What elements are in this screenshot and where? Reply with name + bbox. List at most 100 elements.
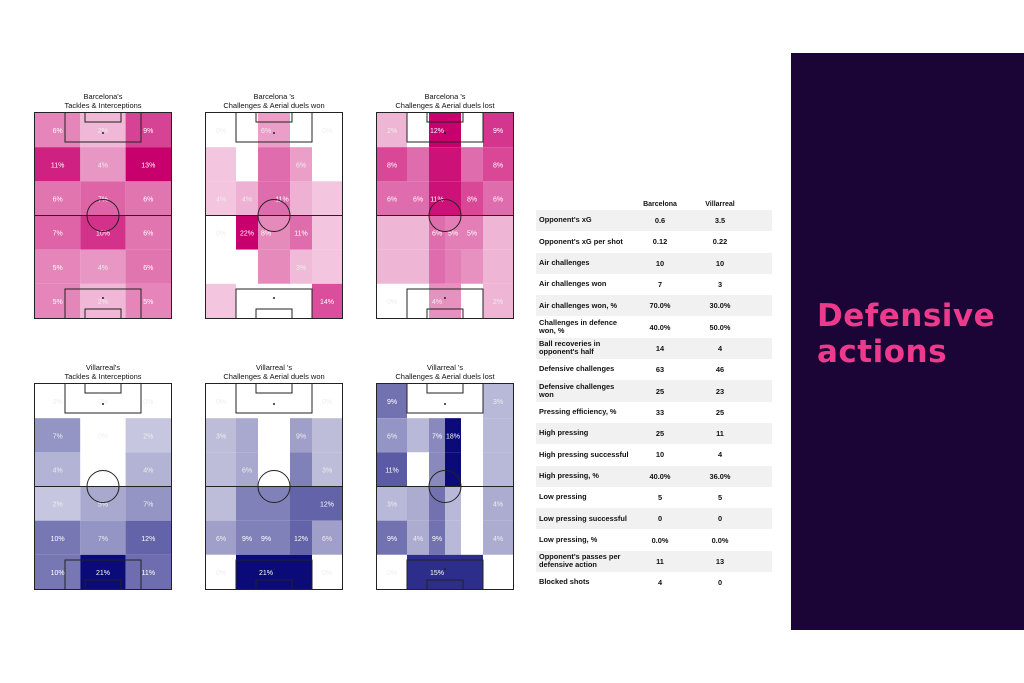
heat-cell-label: 6% xyxy=(387,196,397,203)
stat-label: High pressing, % xyxy=(539,470,599,480)
penalty-spot xyxy=(444,297,446,299)
stat-value-team2: 10 xyxy=(715,258,725,268)
heat-cell xyxy=(461,215,483,250)
heat-cell xyxy=(445,181,461,216)
heatmap-pitch: 6% 2% 9% 11% 4% 13% 6% 7% 6% 7% 10% 6% 5% 4% 6% 5% 2% 5% xyxy=(34,112,172,319)
stat-value-team2: 3.5 xyxy=(714,216,726,226)
heat-cell xyxy=(125,283,171,318)
heat-cell-label: 18% xyxy=(446,433,460,440)
heat-cell-label: 11% xyxy=(142,570,156,577)
pitch-block-barca-tackles: Barcelona's Tackles & Interceptions 6% 2% 9… xyxy=(33,92,173,319)
heat-cell xyxy=(483,486,513,521)
penalty-spot xyxy=(444,568,446,570)
heat-cell-label: 5% xyxy=(53,299,63,306)
heat-cell-label: 6% xyxy=(296,162,306,169)
heat-cell-label: 8% xyxy=(467,196,477,203)
heat-cell-label: 2% xyxy=(98,128,108,135)
heat-cell-label: 15% xyxy=(430,570,444,577)
stat-label: Air challenges won, % xyxy=(539,300,618,310)
heat-cell xyxy=(290,384,312,419)
pitch-box xyxy=(426,384,464,394)
center-circle xyxy=(257,470,291,503)
stat-value-team1: 0.6 xyxy=(654,216,666,226)
pitch-title: Villarreal 's Challenges & Aerial duels l… xyxy=(395,363,495,381)
stat-row: Opponent's xG per shot 0.12 0.22 xyxy=(536,231,772,252)
pitch-svg: 0% 0% 3% 9% 6% 3% 12% 6% 9% 9% 12% 6% 0% 21% 0% xyxy=(206,384,342,589)
heat-cell xyxy=(483,215,513,250)
pitch-svg: 0% 0% 0%7% 0% 2%4% 0% 4%2% 5% 7%10% 7% 12%10% 21% 11… xyxy=(35,384,171,589)
heat-cell-label: 0% xyxy=(322,570,332,577)
heat-cell-label: 0% xyxy=(322,128,332,135)
heat-cell xyxy=(274,147,290,182)
heat-cell xyxy=(429,486,445,521)
heat-cell xyxy=(407,486,429,521)
heat-cell xyxy=(258,215,274,250)
heat-cell xyxy=(206,147,236,182)
stat-value-team1: 70.0% xyxy=(649,301,671,311)
heat-cell-label: 4% xyxy=(413,536,423,543)
heat-cell-label: 8% xyxy=(387,162,397,169)
stat-label: High pressing successful xyxy=(539,449,629,459)
stat-value-team1: 5 xyxy=(657,493,663,502)
heat-cell xyxy=(429,181,445,216)
heat-cell-label: 9% xyxy=(296,433,306,440)
stat-value-team2: 50.0% xyxy=(709,322,731,332)
heat-cell xyxy=(236,215,258,250)
heat-cell-label: 6% xyxy=(53,196,63,203)
heat-cell-label: 3% xyxy=(216,433,226,440)
heat-cell xyxy=(35,520,81,555)
pitch-title: Barcelona's Tackles & Interceptions xyxy=(64,92,142,110)
heat-cell-label: 0% xyxy=(216,231,226,238)
heat-cell xyxy=(483,283,513,318)
heat-cell xyxy=(377,520,407,555)
heat-cell-label: 5% xyxy=(143,299,153,306)
stat-value-team1: 40.0% xyxy=(649,471,671,481)
heat-cell xyxy=(80,249,126,284)
heat-cell xyxy=(312,554,342,589)
stat-row: Opponent's xG 0.6 3.5 xyxy=(536,210,772,232)
heat-cell-label: 0% xyxy=(216,128,226,135)
heat-cell-label: 4% xyxy=(98,162,108,169)
heat-cell xyxy=(125,452,171,487)
heat-cell xyxy=(206,486,236,521)
pitch-box xyxy=(64,113,142,143)
penalty-spot xyxy=(102,403,104,405)
heat-cell xyxy=(236,249,258,284)
heat-cell xyxy=(290,147,312,182)
heat-cell-label: 0% xyxy=(216,570,226,577)
stat-value-team2: 0 xyxy=(717,578,723,588)
pitch-box xyxy=(64,559,142,589)
heat-cell xyxy=(80,113,126,148)
heat-cell-label: 10% xyxy=(51,536,65,543)
heat-cell-label: 2% xyxy=(98,299,108,306)
heat-cell xyxy=(445,249,461,284)
penalty-spot xyxy=(273,403,275,405)
heat-cell xyxy=(312,418,342,453)
heat-cell xyxy=(312,486,342,521)
heat-cell xyxy=(429,418,445,453)
heat-cell-label: 7% xyxy=(143,502,153,509)
heat-cell xyxy=(407,147,429,182)
heat-cell xyxy=(377,147,407,182)
heat-cell-label: 0% xyxy=(53,399,63,406)
stat-row: High pressing successful 10 4 xyxy=(536,444,772,465)
stat-value-team1: 25 xyxy=(655,429,665,439)
heat-cell-label: 6% xyxy=(493,196,503,203)
stat-row: Low pressing successful 0 0 xyxy=(536,508,772,530)
heat-cell xyxy=(461,384,483,419)
penalty-spot xyxy=(273,132,275,134)
stat-label: Challenges in defence won, % xyxy=(539,317,618,336)
pitch-block-villa-challenges-won: Villarreal 's Challenges & Aerial duels w… xyxy=(204,363,344,590)
stat-row: High pressing, % 40.0% 36.0% xyxy=(536,465,772,487)
heat-cell xyxy=(429,452,445,487)
heat-cell-label: 14% xyxy=(320,299,334,306)
heat-cell xyxy=(407,249,429,284)
penalty-spot xyxy=(444,132,446,134)
heat-cell xyxy=(377,452,407,487)
heat-cell xyxy=(206,452,236,487)
stat-value-team1: 11 xyxy=(656,556,664,566)
heat-cell xyxy=(125,554,171,589)
pitch-box xyxy=(84,308,122,318)
stat-value-team2: 3 xyxy=(717,280,723,290)
penalty-spot xyxy=(102,132,104,134)
